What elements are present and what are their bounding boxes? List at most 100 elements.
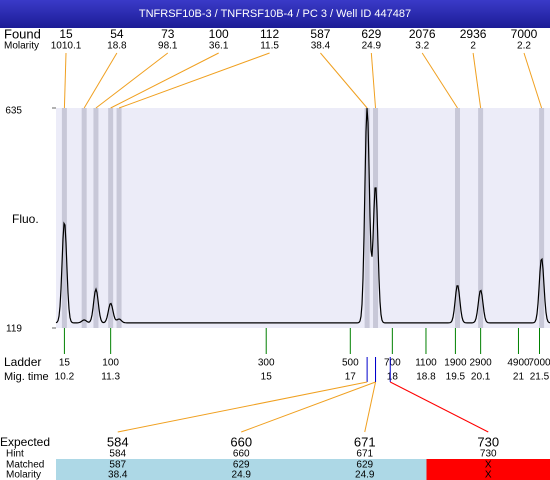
found-molarity: 3.2 — [415, 41, 429, 52]
ladder-time: 20.1 — [471, 372, 491, 383]
found-connector — [421, 52, 458, 109]
expected-cell: 671 — [354, 434, 376, 449]
found-size: 54 — [110, 27, 124, 41]
found-connector — [370, 52, 377, 109]
y-axis-label: Fluo. — [12, 212, 39, 226]
found-connector — [83, 52, 118, 109]
peak-band — [455, 108, 461, 328]
found-connector — [118, 52, 270, 109]
ladder-size: 7000 — [528, 358, 550, 369]
ladder-time: 21 — [513, 372, 525, 383]
matched-cell: X — [485, 460, 492, 471]
trace — [55, 108, 550, 324]
found-molarity: 36.1 — [209, 41, 229, 52]
expected-connector — [364, 381, 377, 433]
expected-cell: 584 — [107, 434, 129, 449]
found-molarity: 24.9 — [362, 41, 382, 52]
found-molarity: 1010.1 — [51, 41, 82, 52]
row-label: Molarity — [6, 470, 41, 480]
peak-band — [61, 108, 67, 328]
peak-band — [373, 108, 379, 328]
match-cell — [426, 459, 550, 480]
ladder-time: 11.3 — [101, 372, 120, 383]
expected-connector — [117, 381, 368, 433]
ladder-time: 18 — [387, 372, 399, 383]
found-size: 2076 — [409, 27, 436, 41]
molarity-label: Molarity — [4, 41, 39, 52]
molarity-cell: 24.9 — [232, 470, 252, 480]
molarity-cell: 24.9 — [355, 470, 375, 480]
ladder-size: 1100 — [415, 358, 437, 369]
matched-cell: 587 — [109, 460, 126, 471]
peak-band — [539, 108, 545, 328]
matched-cell: 629 — [233, 460, 250, 471]
peak-band — [116, 108, 122, 328]
title: TNFRSF10B-3 / TNFRSF10B-4 / PC 3 / Well … — [139, 8, 411, 20]
found-connector — [95, 52, 169, 109]
molarity-cell: 38.4 — [108, 470, 128, 480]
row-label: Hint — [6, 449, 24, 460]
expected-connector — [241, 381, 376, 433]
found-size: 587 — [310, 27, 330, 41]
y-tick-label: 119 — [6, 324, 22, 335]
found-connector — [472, 52, 482, 109]
ladder-size: 700 — [384, 358, 401, 369]
row-label: Matched — [6, 460, 44, 471]
found-molarity: 2 — [470, 41, 476, 52]
time-label: Mig. time — [4, 371, 49, 383]
ladder-size: 500 — [342, 358, 359, 369]
found-connector — [320, 52, 368, 109]
peak-band — [81, 108, 87, 328]
peak-band — [93, 108, 99, 328]
match-cell — [56, 459, 180, 480]
ladder-size: 2900 — [470, 358, 493, 369]
match-cell — [179, 459, 303, 480]
expected-cell: 730 — [477, 434, 499, 449]
plot-area — [56, 108, 550, 328]
molarity-cell: X — [485, 470, 492, 480]
ladder-time: 10.2 — [55, 372, 75, 383]
found-molarity: 11.5 — [260, 41, 279, 52]
found-molarity: 38.4 — [311, 41, 331, 52]
found-molarity: 18.8 — [107, 41, 127, 52]
found-size: 73 — [161, 27, 175, 41]
peak-band — [108, 108, 114, 328]
ladder-size: 300 — [258, 358, 275, 369]
expected-cell: 660 — [230, 434, 252, 449]
found-molarity: 2.2 — [517, 41, 531, 52]
found-size: 112 — [260, 27, 279, 41]
found-size: 15 — [59, 27, 73, 41]
found-connector — [110, 52, 219, 109]
found-size: 100 — [209, 27, 229, 41]
ladder-label: Ladder — [4, 355, 41, 369]
found-size: 629 — [361, 27, 381, 41]
ladder-size: 4900 — [507, 358, 530, 369]
title-bar — [0, 0, 550, 28]
y-tick-label: 635 — [5, 106, 22, 117]
ladder-time: 15 — [261, 372, 273, 383]
ladder-time: 17 — [345, 372, 357, 383]
matched-cell: 629 — [356, 460, 373, 471]
ladder-time: 19.5 — [446, 372, 466, 383]
found-label: Found — [4, 26, 41, 41]
hint-cell: 584 — [109, 449, 126, 460]
row-label: Expected — [0, 435, 50, 449]
ladder-time: 18.8 — [416, 372, 436, 383]
ladder-size: 1900 — [444, 358, 467, 369]
match-cell — [303, 459, 427, 480]
peak-band — [478, 108, 484, 328]
ladder-size: 100 — [102, 358, 119, 369]
ladder-size: 15 — [59, 358, 71, 369]
expected-connector — [390, 381, 489, 433]
found-connector — [523, 52, 543, 109]
ladder-time: 21.5 — [530, 372, 550, 383]
hint-cell: 671 — [356, 449, 373, 460]
found-size: 7000 — [511, 27, 538, 41]
found-connector — [63, 52, 67, 109]
hint-cell: 730 — [480, 449, 497, 460]
found-molarity: 98.1 — [158, 41, 178, 52]
found-size: 2936 — [460, 27, 487, 41]
hint-cell: 660 — [233, 449, 250, 460]
peak-band — [364, 108, 370, 328]
